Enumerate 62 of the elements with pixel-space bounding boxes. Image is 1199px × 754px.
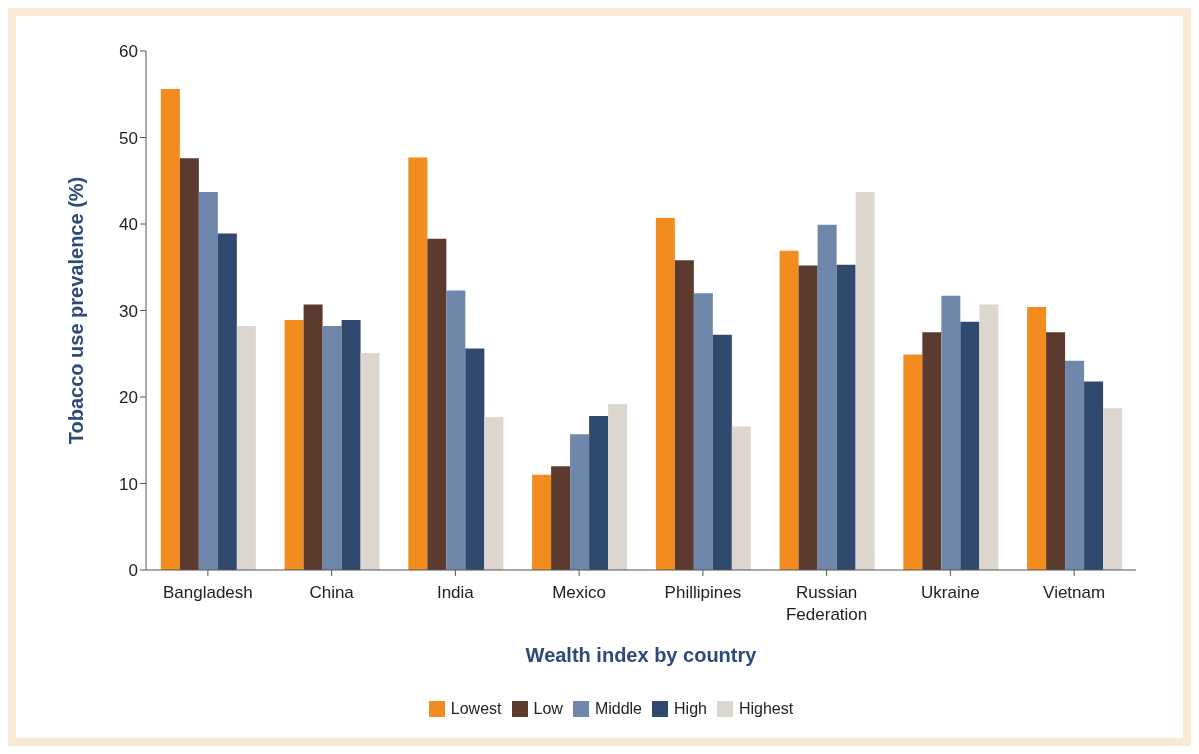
bar	[160, 89, 180, 570]
bar	[589, 416, 609, 570]
bar	[779, 250, 799, 570]
bar	[798, 265, 818, 570]
bar	[608, 403, 628, 570]
bar	[284, 320, 304, 570]
bar	[903, 354, 923, 570]
x-tick-label: India	[436, 583, 475, 602]
bar	[1046, 332, 1066, 570]
legend-label: Low	[532, 700, 563, 718]
bar	[655, 217, 675, 570]
y-tick-label: 40	[119, 215, 138, 235]
y-tick-label: 0	[128, 561, 138, 581]
bar	[303, 304, 323, 570]
bar	[236, 326, 256, 570]
bar	[570, 434, 590, 570]
x-tick-label: China	[309, 583, 355, 602]
bar	[465, 348, 485, 570]
legend-label: Lowest	[449, 700, 502, 718]
bar	[446, 290, 466, 570]
bar	[179, 158, 199, 570]
bar	[1027, 307, 1047, 570]
x-tick-label: Mexico	[552, 583, 607, 602]
legend-label: Middle	[593, 700, 643, 718]
legend-label: Highest	[737, 700, 794, 718]
x-tick-label: Ukraine	[921, 583, 980, 602]
bar	[427, 238, 447, 570]
bar	[693, 293, 713, 570]
bar	[322, 326, 342, 570]
bar	[731, 426, 751, 570]
bar	[960, 321, 980, 570]
bar	[551, 466, 571, 570]
bar	[712, 334, 732, 570]
bar	[941, 295, 961, 570]
bar	[1084, 381, 1104, 570]
legend-label: High	[673, 700, 707, 718]
y-tick-label: 10	[119, 474, 138, 494]
y-axis-title: Tobacco use prevalence (%)	[65, 176, 88, 445]
bar	[341, 320, 361, 570]
y-tick-label: 20	[119, 388, 138, 408]
bar	[1065, 360, 1085, 570]
x-tick-label: Russian Federation	[785, 583, 868, 624]
x-tick-label: Bangladesh	[162, 583, 253, 602]
y-tick-label: 30	[119, 301, 138, 321]
bar	[855, 192, 875, 570]
x-tick-label: Vietnam	[1043, 583, 1106, 602]
bar	[674, 260, 694, 570]
y-tick-label: 60	[119, 42, 138, 62]
bar	[922, 332, 942, 570]
x-tick-label: Phillipines	[664, 583, 742, 602]
bar	[1103, 408, 1123, 570]
bar	[408, 157, 428, 570]
bar	[836, 264, 856, 570]
bar	[979, 304, 999, 570]
bar	[532, 474, 552, 570]
bar	[217, 233, 237, 570]
x-axis-title: Wealth index by country	[525, 644, 758, 666]
bar	[817, 224, 837, 570]
y-tick-label: 50	[119, 128, 138, 148]
bar	[484, 416, 504, 570]
bar	[198, 192, 218, 570]
bar	[360, 352, 380, 570]
